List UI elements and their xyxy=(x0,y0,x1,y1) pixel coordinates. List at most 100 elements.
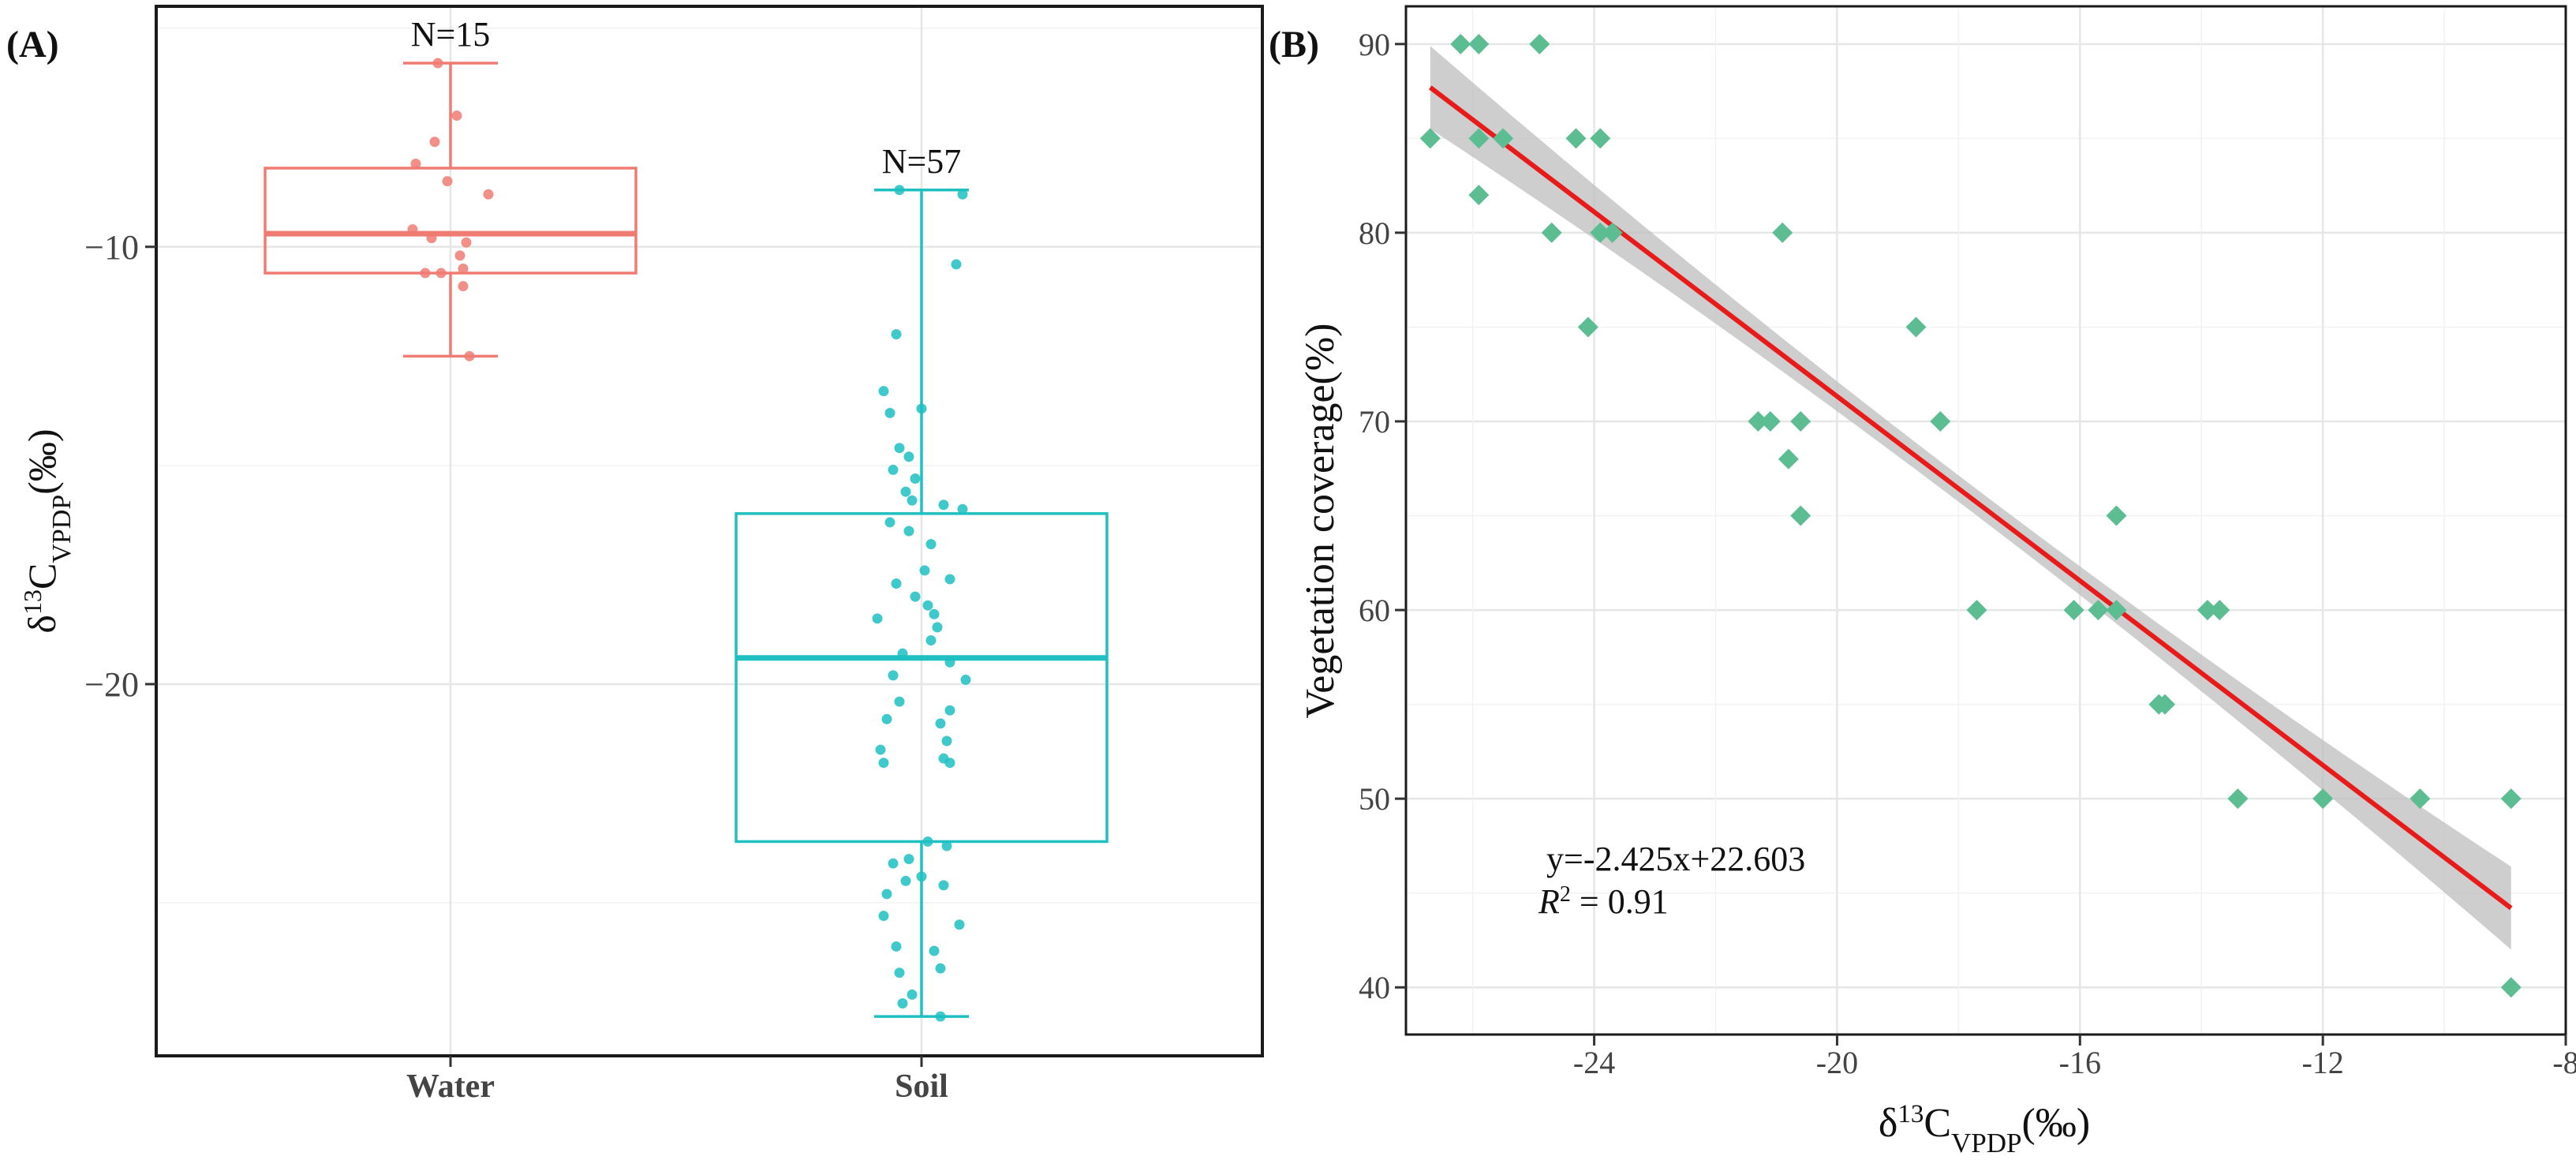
data-point xyxy=(1790,410,1811,432)
data-point xyxy=(903,854,914,865)
data-point xyxy=(432,58,443,69)
data-point xyxy=(2106,600,2127,621)
data-point xyxy=(957,189,968,200)
data-point xyxy=(919,565,930,576)
data-point xyxy=(420,268,431,279)
data-point xyxy=(436,268,447,279)
panel-a: N=15 N=57 −10 −20 Water Soil (A) δ13CVPDP(‰… xyxy=(6,5,1264,1105)
data-point xyxy=(929,945,940,956)
data-point xyxy=(1748,410,1769,432)
data-point xyxy=(872,613,883,624)
sample-size-label: N=15 xyxy=(411,15,491,54)
data-point xyxy=(1966,600,1987,621)
data-point xyxy=(938,880,949,891)
data-point xyxy=(461,237,472,248)
panel-b-x-ticks: -24 -20 -16 -12 -8 xyxy=(1573,1035,2576,1080)
data-point xyxy=(2410,788,2431,810)
data-point xyxy=(878,386,889,397)
regression-line xyxy=(1428,85,2513,911)
data-point xyxy=(916,403,927,414)
y-tick-label: 40 xyxy=(1359,970,1390,1005)
data-point xyxy=(1930,410,1951,432)
data-point xyxy=(891,329,902,340)
x-tick-label: -8 xyxy=(2552,1045,2576,1080)
panel-a-plot-background xyxy=(156,6,1262,1056)
data-point xyxy=(878,911,889,922)
panel-b-x-axis-title: δ13CVPDP(‰) xyxy=(1879,1100,2090,1158)
data-point xyxy=(1772,222,1793,243)
data-point xyxy=(907,495,918,506)
data-point xyxy=(407,224,418,235)
data-point xyxy=(878,758,889,769)
data-point xyxy=(891,941,902,952)
data-point xyxy=(903,526,914,537)
y-tick-label: 90 xyxy=(1359,27,1390,62)
data-point xyxy=(426,233,437,244)
x-title-unit: (‰) xyxy=(2022,1101,2091,1146)
data-point xyxy=(894,967,905,979)
data-point xyxy=(881,889,892,900)
data-point xyxy=(884,517,895,528)
data-point xyxy=(925,635,937,646)
data-point xyxy=(2500,788,2522,810)
box xyxy=(735,512,1109,844)
data-point xyxy=(951,259,962,270)
data-point xyxy=(1590,222,1611,243)
data-point xyxy=(925,539,937,550)
x-tick-label: -16 xyxy=(2059,1045,2101,1080)
y-tick-label: −20 xyxy=(84,665,139,704)
r-squared-symbol: R xyxy=(1538,882,1560,921)
data-point xyxy=(1778,448,1799,470)
data-point xyxy=(944,657,955,668)
y-title-isotope: 13 xyxy=(18,589,47,615)
panel-b-y-axis-title: Vegetation coverage(%) xyxy=(1298,324,1343,719)
data-point xyxy=(888,670,899,681)
data-point xyxy=(2063,600,2084,621)
data-point xyxy=(881,713,892,724)
data-point xyxy=(944,705,955,716)
data-point xyxy=(888,858,899,869)
data-point xyxy=(932,622,943,633)
data-point xyxy=(458,264,469,274)
box-group-soil: N=57 xyxy=(735,142,1109,1022)
data-point xyxy=(900,486,911,497)
data-point xyxy=(451,110,462,122)
data-point xyxy=(894,696,905,707)
data-point xyxy=(944,574,955,585)
data-point xyxy=(935,963,946,974)
panel-b-label: (B) xyxy=(1269,24,1319,65)
data-point xyxy=(2227,788,2249,810)
data-point xyxy=(1468,128,1490,149)
x-tick-label: -24 xyxy=(1573,1045,1615,1080)
data-point xyxy=(938,500,949,511)
data-point xyxy=(910,473,921,484)
sample-size-label: N=57 xyxy=(882,142,962,181)
panel-b: 40 50 60 70 80 90 -24 -20 -16 -12 -8 (B) Vegetati… xyxy=(1269,5,2576,1158)
box-group-water: N=15 xyxy=(264,15,637,361)
data-point xyxy=(410,159,421,169)
data-point xyxy=(2500,977,2522,998)
data-point xyxy=(894,443,905,454)
x-category-label: Soil xyxy=(895,1068,948,1105)
panel-b-plot-border xyxy=(1404,5,2567,1036)
data-point xyxy=(2209,600,2230,621)
data-point xyxy=(957,503,968,515)
data-point xyxy=(922,836,933,847)
data-point xyxy=(1541,222,1562,243)
data-point xyxy=(1590,128,1611,149)
data-point xyxy=(1602,222,1623,243)
y-tick-label: 80 xyxy=(1359,215,1390,251)
data-point xyxy=(900,875,911,886)
data-point xyxy=(960,674,971,685)
data-point xyxy=(944,758,955,769)
data-point xyxy=(2197,600,2218,621)
data-point xyxy=(910,591,921,602)
y-title-delta: δ xyxy=(20,615,64,634)
data-point xyxy=(929,608,940,619)
data-point xyxy=(1759,410,1781,432)
x-tick-label: -20 xyxy=(1816,1045,1858,1080)
data-point xyxy=(903,451,914,462)
data-point xyxy=(888,464,899,475)
y-title-standard: VPDP xyxy=(47,495,77,563)
